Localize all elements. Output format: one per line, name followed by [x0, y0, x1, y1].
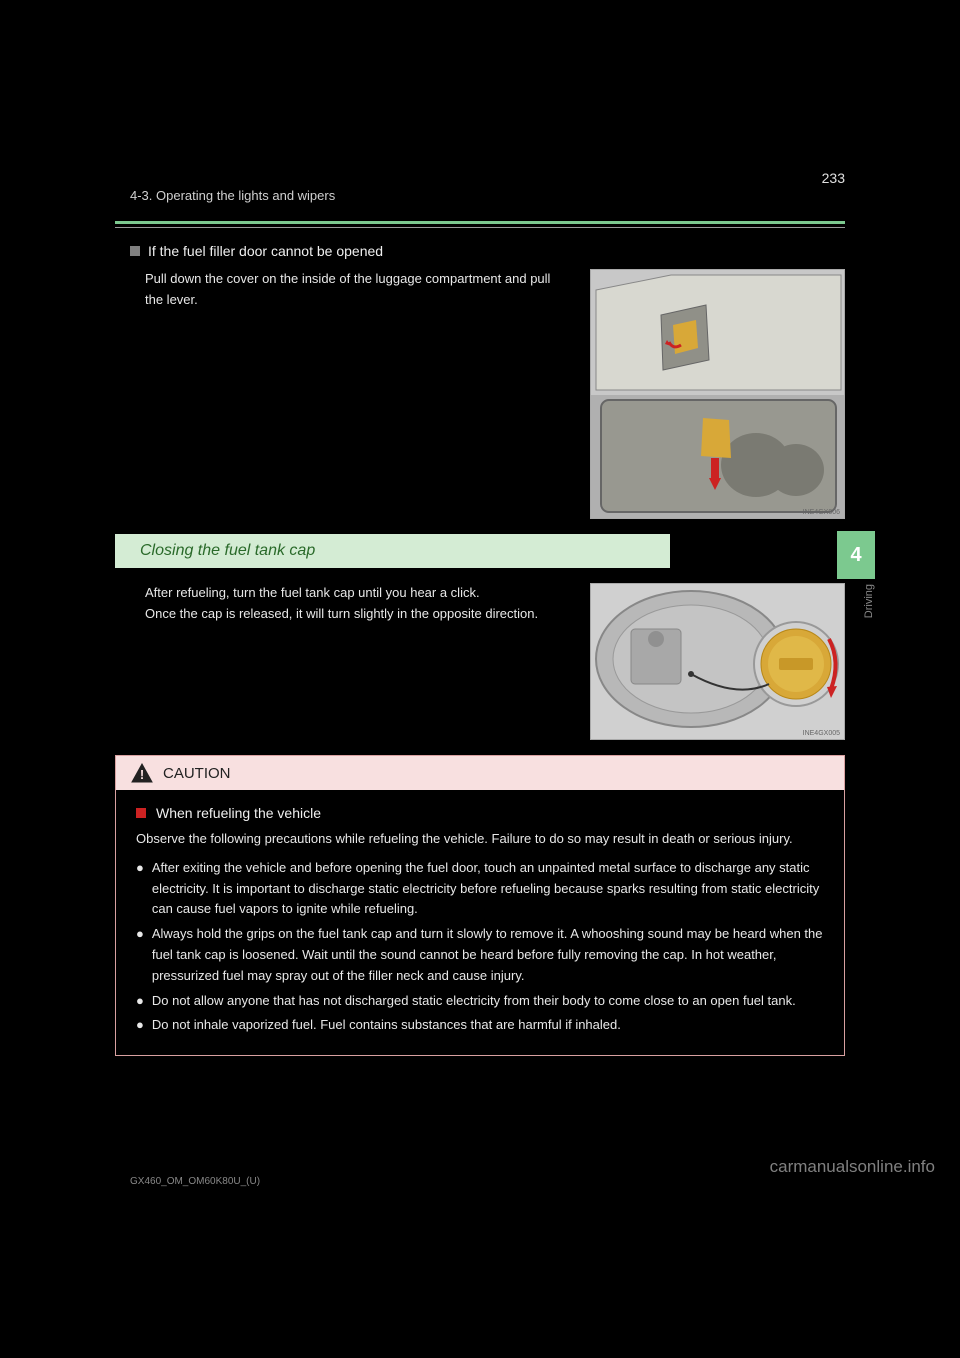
caution-bullet: ● Always hold the grips on the fuel tank…	[136, 924, 824, 986]
content-row-2: After refueling, turn the fuel tank cap …	[115, 583, 845, 740]
illustration-trunk-lever: INE4GX006	[590, 269, 845, 519]
caution-bullet-list: ● After exiting the vehicle and before o…	[136, 858, 824, 1036]
image-column-1: INE4GX006	[590, 269, 845, 519]
trunk-lever-svg	[591, 270, 845, 519]
bullet-dot-icon: ●	[136, 858, 144, 920]
footer-code: GX460_OM_OM60K80U_(U)	[115, 1176, 845, 1187]
bullet-dot-icon: ●	[136, 924, 144, 986]
page-number: 233	[822, 170, 845, 186]
caution-title: CAUTION	[163, 765, 231, 782]
red-marker-icon	[136, 808, 146, 818]
bullet-dot-icon: ●	[136, 1015, 144, 1036]
bullet-text: Always hold the grips on the fuel tank c…	[152, 924, 824, 986]
thin-divider	[115, 227, 845, 228]
green-divider	[115, 221, 845, 224]
caution-paragraph: Observe the following precautions while …	[136, 829, 824, 850]
bullet-text: After exiting the vehicle and before ope…	[152, 858, 824, 920]
chapter-tab: 4	[837, 531, 875, 579]
caution-body: When refueling the vehicle Observe the f…	[116, 790, 844, 1055]
bullet-dot-icon: ●	[136, 991, 144, 1012]
bullet-text: Do not allow anyone that has not dischar…	[152, 991, 796, 1012]
caution-icon: !	[131, 763, 153, 783]
content-row-1: Pull down the cover on the inside of the…	[115, 269, 845, 519]
caution-box: ! CAUTION When refueling the vehicle Obs…	[115, 755, 845, 1056]
illustration-label-2: INE4GX005	[803, 730, 840, 737]
caution-item-title: When refueling the vehicle	[156, 805, 321, 821]
caution-item-row: When refueling the vehicle	[136, 805, 824, 821]
subsection-opener-row: If the fuel filler door cannot be opened	[115, 243, 845, 259]
section-header-bar: Closing the fuel tank cap 4 Driving	[115, 534, 845, 568]
caution-bullet: ● After exiting the vehicle and before o…	[136, 858, 824, 920]
text-column-1: Pull down the cover on the inside of the…	[145, 269, 570, 519]
watermark: carmanualsonline.info	[770, 1157, 935, 1177]
svg-text:!: !	[140, 767, 144, 782]
section-breadcrumb: 4-3. Operating the lights and wipers	[115, 188, 845, 203]
bullet-text: Do not inhale vaporized fuel. Fuel conta…	[152, 1015, 621, 1036]
illustration-fuel-cap: INE4GX005	[590, 583, 845, 740]
text-column-2: After refueling, turn the fuel tank cap …	[145, 583, 570, 740]
caution-bullet: ● Do not allow anyone that has not disch…	[136, 991, 824, 1012]
green-section-header: Closing the fuel tank cap	[115, 534, 670, 568]
fuel-cap-svg	[591, 584, 845, 740]
illustration-label-1: INE4GX006	[803, 509, 840, 516]
caution-header: ! CAUTION	[116, 756, 844, 790]
page-container: 233 4-3. Operating the lights and wipers…	[115, 0, 845, 1187]
image-column-2: INE4GX005	[590, 583, 845, 740]
chapter-vertical-label: Driving	[863, 584, 875, 618]
subsection-title: If the fuel filler door cannot be opened	[148, 243, 383, 259]
caution-bullet: ● Do not inhale vaporized fuel. Fuel con…	[136, 1015, 824, 1036]
gray-marker-icon	[130, 246, 140, 256]
